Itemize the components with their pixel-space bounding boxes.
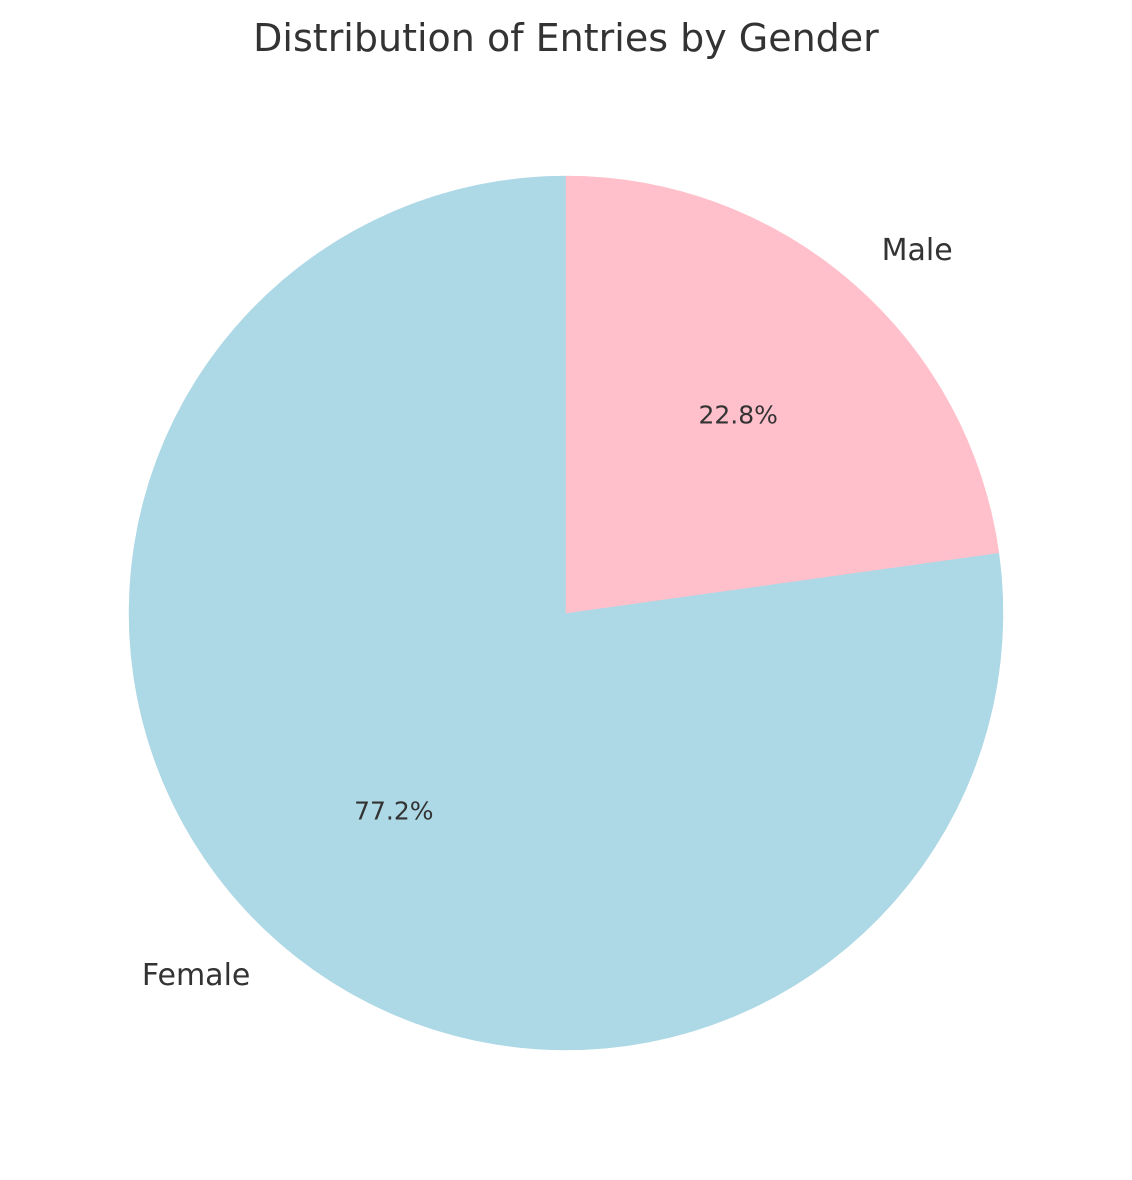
pie-label-female: Female (142, 958, 250, 993)
pie-pct-label-female: 77.2% (354, 796, 433, 825)
pie-slices (128, 175, 1004, 1051)
pie-labels: 77.2% Female 22.8% Male (142, 233, 953, 993)
pie-label-male: Male (882, 233, 953, 268)
pie-slice-male (565, 175, 1000, 614)
pie-pct-label-male: 22.8% (698, 401, 777, 430)
chart-title: Distribution of Entries by Gender (253, 16, 879, 60)
